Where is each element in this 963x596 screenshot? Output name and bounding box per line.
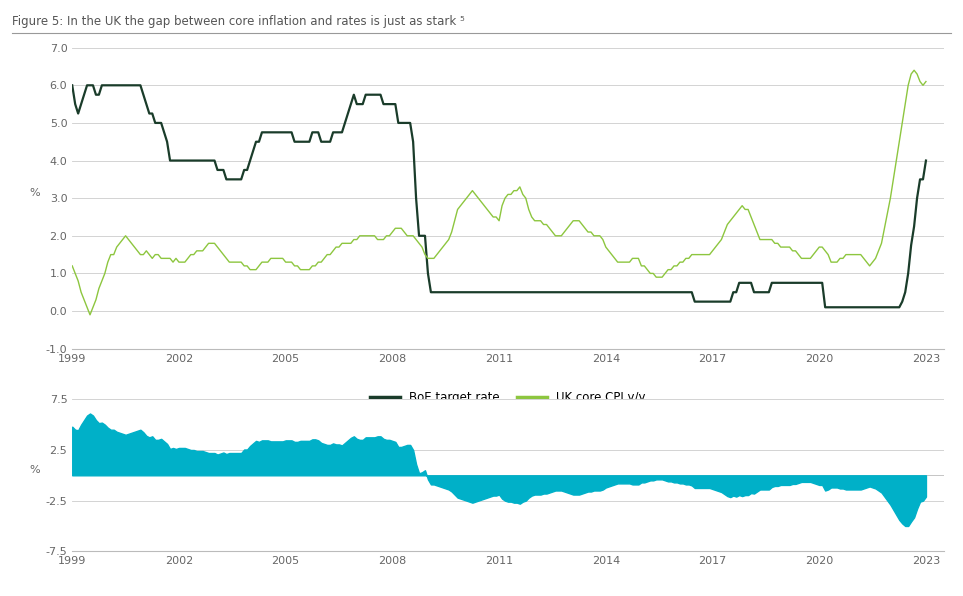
Legend: BoE target rate, UK core CPI y/y: BoE target rate, UK core CPI y/y	[365, 387, 651, 409]
Text: Figure 5: In the UK the gap between core inflation and rates is just as stark ⁵: Figure 5: In the UK the gap between core…	[12, 15, 464, 28]
Y-axis label: %: %	[29, 465, 39, 476]
Y-axis label: %: %	[29, 188, 39, 198]
